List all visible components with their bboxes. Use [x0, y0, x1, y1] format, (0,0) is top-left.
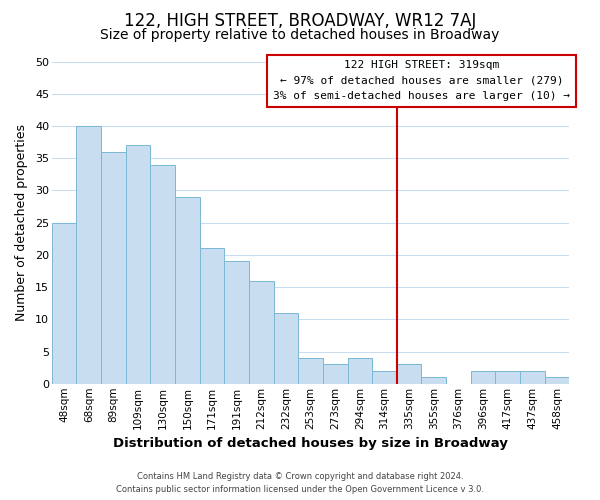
- Text: Size of property relative to detached houses in Broadway: Size of property relative to detached ho…: [100, 28, 500, 42]
- Bar: [323, 364, 347, 384]
- Bar: [52, 222, 76, 384]
- Bar: [200, 248, 224, 384]
- Bar: [421, 378, 446, 384]
- Bar: [274, 313, 298, 384]
- Bar: [298, 358, 323, 384]
- Text: Contains HM Land Registry data © Crown copyright and database right 2024.
Contai: Contains HM Land Registry data © Crown c…: [116, 472, 484, 494]
- Bar: [471, 371, 496, 384]
- Bar: [224, 262, 249, 384]
- Bar: [372, 371, 397, 384]
- Text: 122 HIGH STREET: 319sqm
← 97% of detached houses are smaller (279)
3% of semi-de: 122 HIGH STREET: 319sqm ← 97% of detache…: [273, 60, 570, 102]
- Bar: [520, 371, 545, 384]
- Bar: [496, 371, 520, 384]
- X-axis label: Distribution of detached houses by size in Broadway: Distribution of detached houses by size …: [113, 437, 508, 450]
- Bar: [175, 197, 200, 384]
- Bar: [151, 164, 175, 384]
- Bar: [76, 126, 101, 384]
- Y-axis label: Number of detached properties: Number of detached properties: [15, 124, 28, 321]
- Bar: [101, 152, 126, 384]
- Bar: [545, 378, 569, 384]
- Bar: [249, 280, 274, 384]
- Bar: [397, 364, 421, 384]
- Bar: [347, 358, 372, 384]
- Bar: [126, 146, 151, 384]
- Text: 122, HIGH STREET, BROADWAY, WR12 7AJ: 122, HIGH STREET, BROADWAY, WR12 7AJ: [124, 12, 476, 30]
